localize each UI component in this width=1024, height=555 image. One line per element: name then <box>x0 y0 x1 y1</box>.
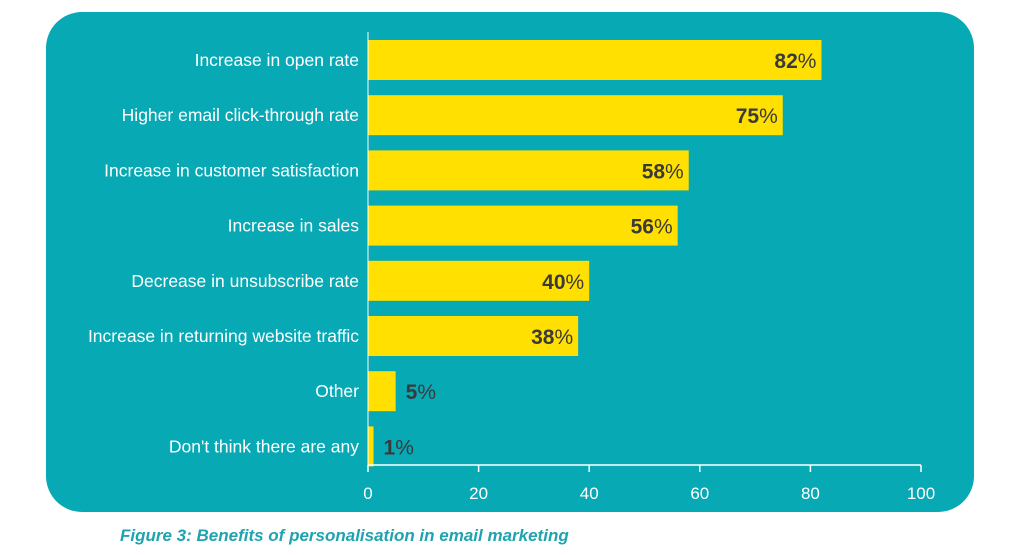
value-label: 58% <box>642 160 684 183</box>
bar <box>368 426 374 467</box>
value-label: 38% <box>531 326 573 349</box>
category-label: Increase in returning website traffic <box>88 326 359 346</box>
x-tick-label: 60 <box>690 484 709 503</box>
figure-caption: Figure 3: Benefits of personalisation in… <box>120 526 569 545</box>
bar <box>368 95 783 136</box>
value-label: 5% <box>406 381 436 404</box>
category-label: Increase in customer satisfaction <box>104 160 359 180</box>
bars-layer <box>368 40 822 467</box>
x-axis: 0 20 40 60 80 100 <box>363 32 935 503</box>
x-tick-label: 20 <box>469 484 488 503</box>
value-label: 56% <box>631 216 673 239</box>
x-tick-label: 0 <box>363 484 372 503</box>
x-tick-label: 80 <box>801 484 820 503</box>
category-label: Decrease in unsubscribe rate <box>131 271 359 291</box>
value-label: 40% <box>542 271 584 294</box>
category-label: Higher email click-through rate <box>122 105 359 125</box>
bar <box>368 371 396 412</box>
bar <box>368 40 822 80</box>
bar <box>368 150 689 191</box>
category-label: Increase in sales <box>228 216 360 236</box>
bar <box>368 316 579 356</box>
value-label: 82% <box>774 50 816 73</box>
x-tick-label: 40 <box>580 484 599 503</box>
bar <box>368 260 590 301</box>
value-label: 75% <box>736 105 778 128</box>
category-label: Don't think there are any <box>169 436 359 456</box>
category-label: Increase in open rate <box>195 50 359 70</box>
x-tick-label: 100 <box>907 484 935 503</box>
bar <box>368 205 678 246</box>
labels-layer: Increase in open rate 82% Higher email cli… <box>88 50 817 459</box>
value-label: 1% <box>384 436 414 459</box>
category-label: Other <box>315 381 359 401</box>
